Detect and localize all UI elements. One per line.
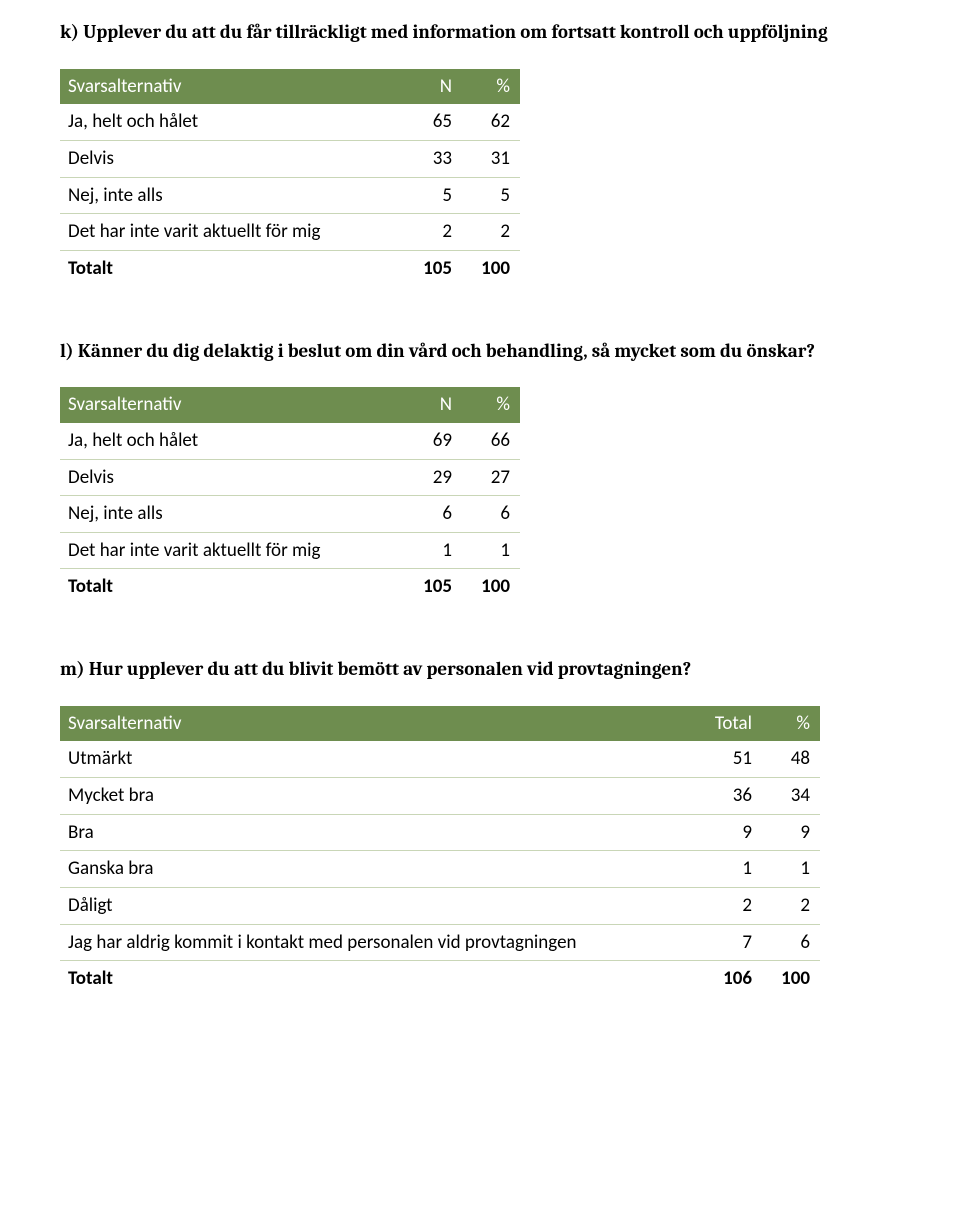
cell-pct: 34 [762, 778, 820, 815]
section-k: k) Upplever du att du får tillräckligt m… [60, 20, 900, 287]
table-header-row: Svarsalternativ Total % [60, 706, 820, 742]
table-row: Det har inte varit aktuellt för mig 2 2 [60, 214, 520, 251]
col-pct: % [462, 69, 520, 105]
cell-label: Nej, inte alls [60, 177, 400, 214]
table-header-row: Svarsalternativ N % [60, 69, 520, 105]
table-row: Nej, inte alls 6 6 [60, 496, 520, 533]
cell-label: Dåligt [60, 887, 690, 924]
question-l: l) Känner du dig delaktig i beslut om di… [60, 339, 900, 364]
cell-n: 29 [400, 459, 462, 496]
table-row: Dåligt 2 2 [60, 887, 820, 924]
col-n: N [400, 387, 462, 423]
cell-n: 65 [400, 104, 462, 140]
col-n: N [400, 69, 462, 105]
question-k: k) Upplever du att du får tillräckligt m… [60, 20, 900, 45]
table-row: Det har inte varit aktuellt för mig 1 1 [60, 532, 520, 569]
col-pct: % [762, 706, 820, 742]
cell-label: Bra [60, 814, 690, 851]
col-label: Svarsalternativ [60, 387, 400, 423]
cell-pct: 6 [462, 496, 520, 533]
cell-n: 36 [690, 778, 762, 815]
cell-pct: 100 [462, 569, 520, 605]
cell-pct: 62 [462, 104, 520, 140]
cell-n: 51 [690, 741, 762, 777]
cell-n: 2 [400, 214, 462, 251]
cell-pct: 1 [462, 532, 520, 569]
cell-pct: 9 [762, 814, 820, 851]
cell-label: Delvis [60, 140, 400, 177]
cell-pct: 2 [762, 887, 820, 924]
table-row: Utmärkt 51 48 [60, 741, 820, 777]
cell-pct: 31 [462, 140, 520, 177]
table-row-total: Totalt 105 100 [60, 569, 520, 605]
cell-pct: 1 [762, 851, 820, 888]
table-row-total: Totalt 105 100 [60, 250, 520, 286]
col-label: Svarsalternativ [60, 706, 690, 742]
cell-n: 33 [400, 140, 462, 177]
cell-label: Delvis [60, 459, 400, 496]
table-row: Bra 9 9 [60, 814, 820, 851]
cell-label: Totalt [60, 569, 400, 605]
table-row: Ganska bra 1 1 [60, 851, 820, 888]
cell-n: 106 [690, 961, 762, 997]
cell-pct: 100 [462, 250, 520, 286]
cell-label: Totalt [60, 250, 400, 286]
cell-n: 105 [400, 569, 462, 605]
cell-n: 6 [400, 496, 462, 533]
table-row: Nej, inte alls 5 5 [60, 177, 520, 214]
table-k: Svarsalternativ N % Ja, helt och hålet 6… [60, 69, 520, 287]
cell-label: Det har inte varit aktuellt för mig [60, 214, 400, 251]
col-pct: % [462, 387, 520, 423]
question-m: m) Hur upplever du att du blivit bemött … [60, 657, 900, 682]
cell-label: Ganska bra [60, 851, 690, 888]
cell-pct: 48 [762, 741, 820, 777]
cell-pct: 66 [462, 423, 520, 459]
cell-n: 69 [400, 423, 462, 459]
col-total: Total [690, 706, 762, 742]
cell-n: 105 [400, 250, 462, 286]
cell-n: 5 [400, 177, 462, 214]
col-label: Svarsalternativ [60, 69, 400, 105]
section-m: m) Hur upplever du att du blivit bemött … [60, 657, 900, 997]
table-row: Ja, helt och hålet 69 66 [60, 423, 520, 459]
table-l: Svarsalternativ N % Ja, helt och hålet 6… [60, 387, 520, 605]
cell-n: 2 [690, 887, 762, 924]
cell-label: Ja, helt och hålet [60, 104, 400, 140]
table-row: Delvis 29 27 [60, 459, 520, 496]
cell-pct: 27 [462, 459, 520, 496]
cell-pct: 6 [762, 924, 820, 961]
cell-label: Mycket bra [60, 778, 690, 815]
cell-pct: 2 [462, 214, 520, 251]
cell-label: Det har inte varit aktuellt för mig [60, 532, 400, 569]
cell-n: 7 [690, 924, 762, 961]
cell-label: Jag har aldrig kommit i kontakt med pers… [60, 924, 690, 961]
table-row: Ja, helt och hålet 65 62 [60, 104, 520, 140]
table-row-total: Totalt 106 100 [60, 961, 820, 997]
cell-n: 1 [400, 532, 462, 569]
cell-label: Nej, inte alls [60, 496, 400, 533]
cell-n: 9 [690, 814, 762, 851]
table-m: Svarsalternativ Total % Utmärkt 51 48 My… [60, 706, 820, 997]
table-row: Mycket bra 36 34 [60, 778, 820, 815]
cell-label: Ja, helt och hålet [60, 423, 400, 459]
table-row: Jag har aldrig kommit i kontakt med pers… [60, 924, 820, 961]
table-header-row: Svarsalternativ N % [60, 387, 520, 423]
cell-label: Totalt [60, 961, 690, 997]
table-row: Delvis 33 31 [60, 140, 520, 177]
cell-n: 1 [690, 851, 762, 888]
section-l: l) Känner du dig delaktig i beslut om di… [60, 339, 900, 606]
cell-pct: 5 [462, 177, 520, 214]
cell-pct: 100 [762, 961, 820, 997]
cell-label: Utmärkt [60, 741, 690, 777]
